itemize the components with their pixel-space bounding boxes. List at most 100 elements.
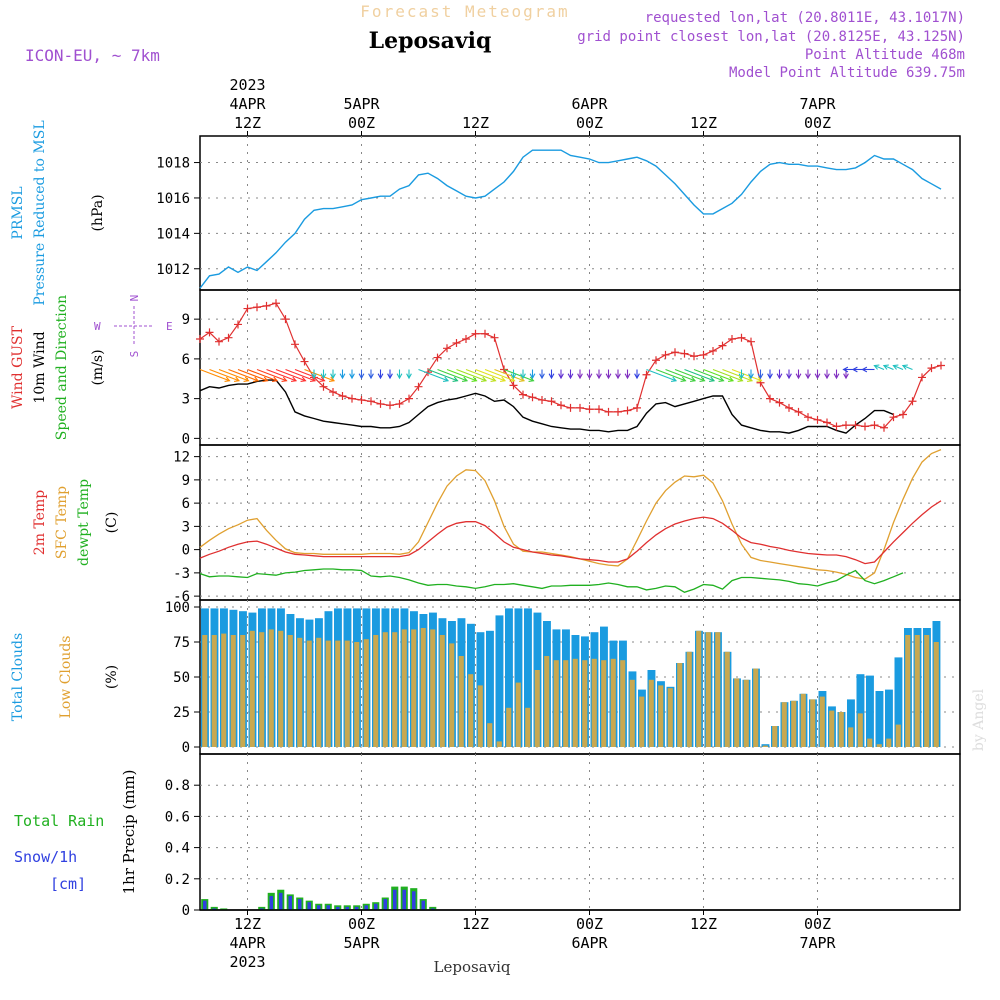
- gust-marker: [813, 415, 822, 424]
- sfc-temp-line: [199, 448, 942, 580]
- wind-arrow: [703, 368, 734, 382]
- low-cloud-bar: [249, 630, 255, 747]
- gust-marker: [490, 333, 499, 342]
- wind-arrow: [228, 368, 259, 382]
- rain-bar: [220, 908, 228, 910]
- wind-arrow: [456, 368, 487, 382]
- gust-marker: [842, 421, 850, 430]
- low-cloud-bar: [743, 679, 749, 747]
- bottom-tick-label: 5APR: [343, 934, 380, 952]
- panel-wind: 0 3 6 9 Wind GUST 10m Wind Speed and Direction…: [10, 289, 961, 447]
- gust-marker: [585, 405, 594, 414]
- low-cloud-bar: [240, 635, 246, 747]
- wind-arrow-head: [746, 376, 754, 382]
- top-tick-label: 00Z: [348, 114, 375, 132]
- y-tick-label: 6: [182, 496, 190, 512]
- low-cloud-bar: [591, 658, 597, 747]
- wind-arrow-head: [528, 376, 535, 382]
- wind-arrow: [446, 368, 477, 382]
- wind-arrow: [503, 368, 534, 382]
- gust-marker: [737, 333, 746, 342]
- wind-arrow-head: [882, 364, 889, 370]
- y-tick-label: 1016: [156, 191, 190, 207]
- low-cloud-bar: [202, 635, 208, 747]
- top-tick-label: 7APR: [799, 95, 836, 113]
- low-cloud-bar: [211, 635, 217, 747]
- low-cloud-bar: [297, 637, 303, 747]
- panel-label: Speed and Direction: [54, 295, 70, 440]
- low-cloud-bar: [287, 635, 293, 747]
- wind-arrow-head: [756, 376, 763, 382]
- gust-marker: [870, 421, 879, 430]
- top-tick-label: 2023: [229, 76, 265, 94]
- low-cloud-bar: [563, 660, 569, 747]
- model-label: ICON-EU, ~ 7km: [25, 46, 160, 65]
- wind-arrow-head: [224, 376, 231, 382]
- wind-arrow-head: [396, 373, 403, 380]
- wind-arrow-head: [349, 373, 355, 380]
- wind-arrow-head: [262, 376, 269, 382]
- low-cloud-bar: [306, 640, 312, 747]
- gust-marker: [300, 357, 309, 366]
- wind-arrow-head: [471, 376, 478, 382]
- gust-marker: [547, 397, 556, 406]
- bottom-tick-label: 12Z: [234, 915, 261, 933]
- wind-arrow: [484, 368, 515, 382]
- wind-arrow: [418, 368, 449, 382]
- wind-arrow-head: [833, 373, 840, 380]
- wind-arrow-head: [311, 373, 317, 380]
- wind-arrow: [237, 368, 268, 382]
- low-cloud-bar: [430, 629, 436, 747]
- low-cloud-bar: [449, 643, 455, 747]
- gust-marker: [804, 413, 812, 422]
- model-altitude: Model Point Altitude 639.75m: [729, 65, 965, 81]
- y-tick-label: 9: [182, 312, 190, 328]
- gust-marker: [889, 413, 898, 422]
- wind-arrow-head: [509, 376, 516, 382]
- low-cloud-bar: [857, 713, 863, 747]
- gust-marker: [851, 421, 860, 430]
- wind-arrow-head: [586, 373, 593, 380]
- gust-marker: [386, 401, 394, 410]
- low-cloud-bar: [838, 712, 844, 747]
- low-cloud-bar: [800, 693, 806, 747]
- panel-label: Low Clouds: [58, 636, 74, 719]
- low-cloud-bar: [392, 632, 398, 747]
- low-cloud-bar: [506, 707, 512, 747]
- y-tick-label: 0: [182, 431, 190, 447]
- low-cloud-bar: [876, 744, 882, 747]
- wind-arrow-head: [233, 376, 241, 382]
- total-cloud-bar: [524, 608, 532, 747]
- low-cloud-bar: [819, 696, 825, 747]
- wind-arrow-head: [786, 373, 792, 380]
- wind-arrow-head: [767, 373, 773, 380]
- low-cloud-bar: [572, 658, 578, 747]
- gust-marker: [224, 333, 233, 342]
- low-cloud-bar: [496, 741, 502, 747]
- snow-bar: [393, 889, 397, 910]
- gust-marker: [262, 301, 271, 310]
- cloud-series: [201, 608, 941, 747]
- wind-arrow-head: [757, 373, 764, 380]
- gust-marker: [918, 373, 926, 382]
- low-cloud-bar: [515, 682, 521, 747]
- panel-label: (C): [104, 512, 120, 534]
- low-cloud-bar: [620, 660, 626, 747]
- gust-marker: [196, 335, 204, 344]
- gust-marker: [690, 352, 698, 361]
- footer-location: Leposaviq: [434, 958, 511, 976]
- precip-unit-label: [cm]: [50, 875, 86, 893]
- wind-arrow-head: [861, 366, 868, 373]
- wind-arrow-head: [520, 373, 526, 380]
- gust-marker: [481, 329, 489, 338]
- gust-marker: [832, 422, 841, 431]
- wind-arrow-head: [851, 366, 858, 373]
- low-cloud-bar: [230, 635, 236, 747]
- snow-bar: [374, 903, 378, 910]
- wind-arrow: [427, 368, 458, 382]
- total-cloud-bar: [885, 689, 893, 747]
- wind-arrow-head: [718, 376, 725, 382]
- low-cloud-bar: [629, 679, 635, 747]
- low-cloud-bar: [373, 635, 379, 747]
